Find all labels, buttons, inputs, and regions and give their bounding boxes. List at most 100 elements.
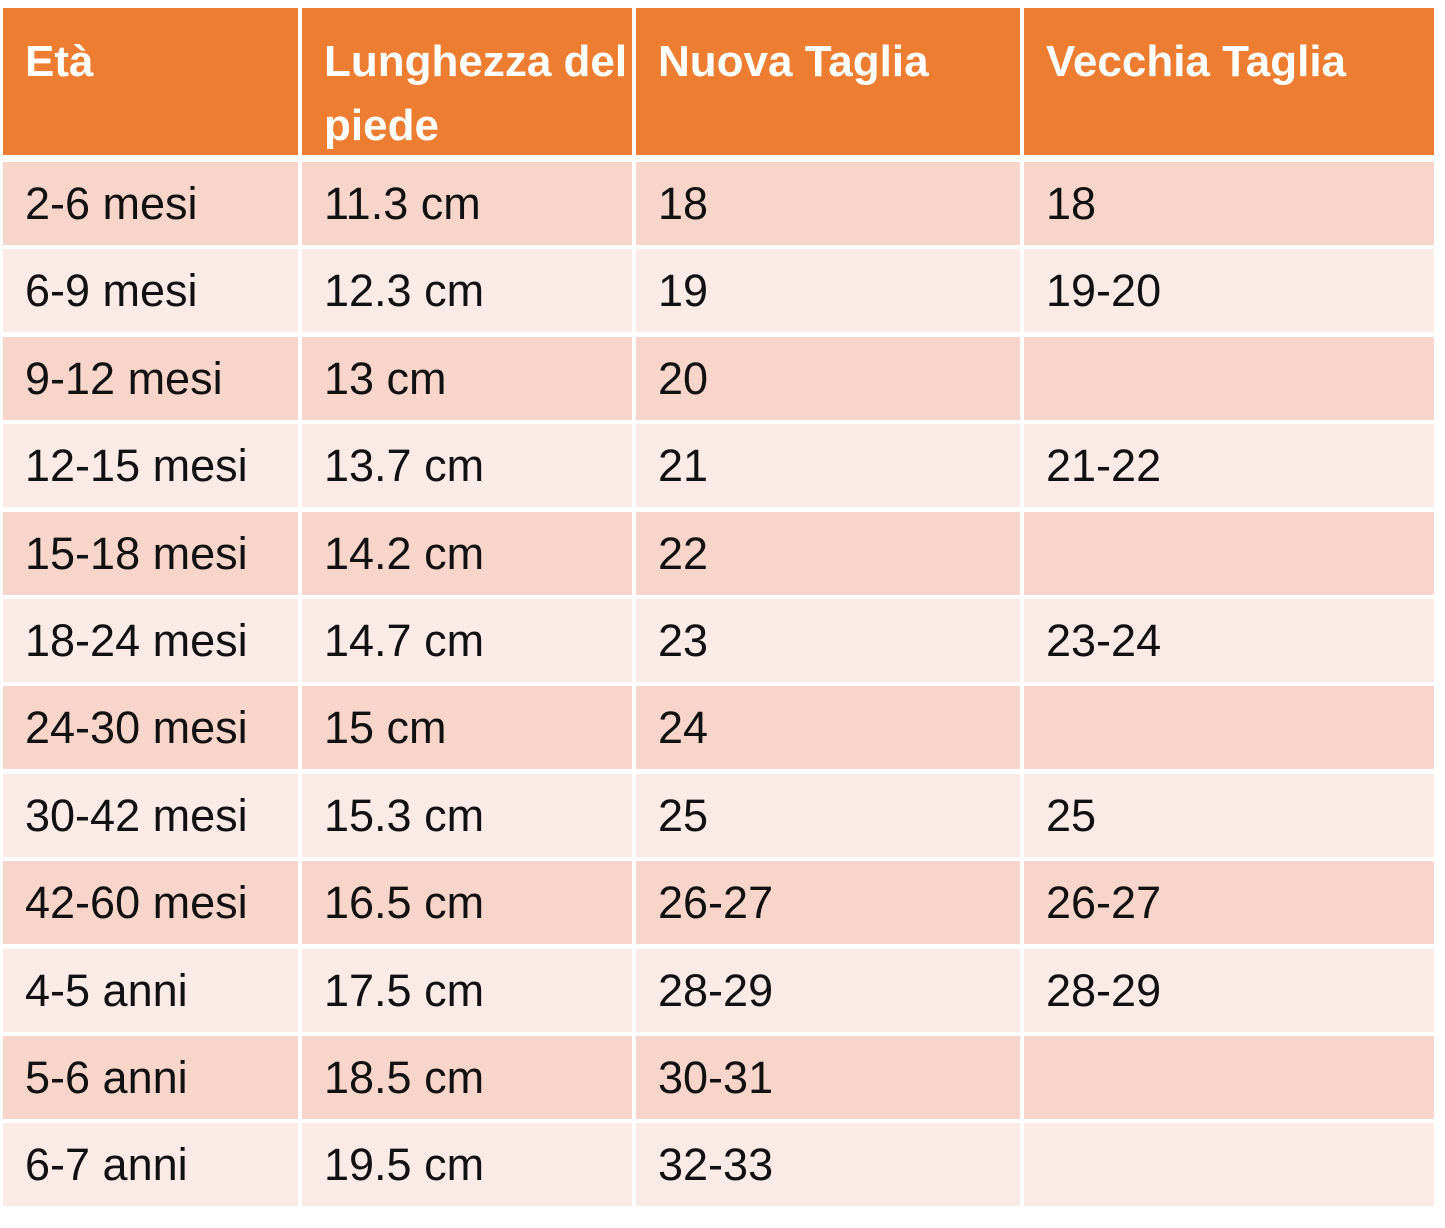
table-cell: 18-24 mesi bbox=[3, 599, 298, 682]
cell-text: 19 bbox=[658, 264, 709, 316]
cell-text: 6-9 mesi bbox=[25, 264, 198, 316]
cell-text: 17.5 cm bbox=[324, 964, 485, 1016]
table-cell: 14.2 cm bbox=[302, 512, 632, 595]
header-cell: Nuova Taglia bbox=[636, 8, 1020, 155]
cell-text: 26-27 bbox=[1046, 876, 1162, 928]
table-cell: 15-18 mesi bbox=[3, 512, 298, 595]
cell-text: 32-33 bbox=[658, 1138, 774, 1190]
table-cell: 4-5 anni bbox=[3, 949, 298, 1032]
cell-text: 42-60 mesi bbox=[25, 876, 248, 928]
table-cell: 23-24 bbox=[1024, 599, 1434, 682]
table-cell: 9-12 mesi bbox=[3, 337, 298, 420]
cell-text: 24 bbox=[658, 701, 709, 753]
cell-text: 12-15 mesi bbox=[25, 439, 248, 491]
table-cell: 19 bbox=[636, 249, 1020, 332]
cell-text: 15-18 mesi bbox=[25, 527, 248, 579]
cell-text: 9-12 mesi bbox=[25, 352, 223, 404]
table-cell: 23 bbox=[636, 599, 1020, 682]
table-cell: 26-27 bbox=[636, 861, 1020, 944]
cell-text: 26-27 bbox=[658, 876, 774, 928]
cell-text: 6-7 anni bbox=[25, 1138, 188, 1190]
table-cell: 25 bbox=[636, 774, 1020, 857]
table-cell: 18 bbox=[1024, 162, 1434, 245]
table-cell: 18 bbox=[636, 162, 1020, 245]
table-cell: 13.7 cm bbox=[302, 424, 632, 507]
cell-text: 18.5 cm bbox=[324, 1051, 485, 1103]
cell-text: 15 cm bbox=[324, 701, 447, 753]
header-cell: Vecchia Taglia bbox=[1024, 8, 1434, 155]
cell-text: Nuova Taglia bbox=[658, 37, 929, 86]
cell-text: 18-24 mesi bbox=[25, 614, 248, 666]
header-cell: Età bbox=[3, 8, 298, 155]
header-cell: Lunghezza del piede bbox=[302, 8, 632, 155]
table-cell: 24 bbox=[636, 686, 1020, 769]
cell-text: 11.3 cm bbox=[324, 177, 481, 229]
cell-text: 13.7 cm bbox=[324, 439, 485, 491]
table-cell bbox=[1024, 512, 1434, 595]
table-cell bbox=[1024, 1036, 1434, 1119]
cell-text: 28-29 bbox=[1046, 964, 1162, 1016]
cell-text: Età bbox=[25, 37, 94, 86]
table-cell: 22 bbox=[636, 512, 1020, 595]
table-cell: 25 bbox=[1024, 774, 1434, 857]
cell-text: 4-5 anni bbox=[25, 964, 188, 1016]
table-cell: 6-7 anni bbox=[3, 1123, 298, 1206]
table-cell: 13 cm bbox=[302, 337, 632, 420]
table-cell: 19.5 cm bbox=[302, 1123, 632, 1206]
cell-text: 21 bbox=[658, 439, 709, 491]
cell-text: 12.3 cm bbox=[324, 264, 485, 316]
table-cell: 32-33 bbox=[636, 1123, 1020, 1206]
table-cell: 21 bbox=[636, 424, 1020, 507]
cell-text: 25 bbox=[1046, 789, 1097, 841]
table-cell: 26-27 bbox=[1024, 861, 1434, 944]
cell-text: 30-42 mesi bbox=[25, 789, 248, 841]
table-cell: 11.3 cm bbox=[302, 162, 632, 245]
cell-text: 19-20 bbox=[1046, 264, 1162, 316]
table-cell: 6-9 mesi bbox=[3, 249, 298, 332]
cell-text: 19.5 cm bbox=[324, 1138, 485, 1190]
cell-text: 21-22 bbox=[1046, 439, 1162, 491]
table-cell: 42-60 mesi bbox=[3, 861, 298, 944]
table-cell: 15.3 cm bbox=[302, 774, 632, 857]
cell-text: Lunghezza del piede bbox=[324, 37, 628, 150]
cell-text: 22 bbox=[658, 527, 709, 579]
cell-text: Vecchia Taglia bbox=[1046, 37, 1347, 86]
table-cell: 12-15 mesi bbox=[3, 424, 298, 507]
cell-text: 2-6 mesi bbox=[25, 177, 198, 229]
table-cell: 15 cm bbox=[302, 686, 632, 769]
cell-text: 23 bbox=[658, 614, 709, 666]
table-cell: 28-29 bbox=[636, 949, 1020, 1032]
table-cell: 2-6 mesi bbox=[3, 162, 298, 245]
table-cell bbox=[1024, 686, 1434, 769]
table-cell bbox=[1024, 337, 1434, 420]
table-cell: 5-6 anni bbox=[3, 1036, 298, 1119]
table-cell: 24-30 mesi bbox=[3, 686, 298, 769]
cell-text: 5-6 anni bbox=[25, 1051, 188, 1103]
cell-text: 18 bbox=[658, 177, 709, 229]
table-cell: 12.3 cm bbox=[302, 249, 632, 332]
cell-text: 28-29 bbox=[658, 964, 774, 1016]
cell-text: 30-31 bbox=[658, 1051, 774, 1103]
table-cell: 16.5 cm bbox=[302, 861, 632, 944]
table-cell: 19-20 bbox=[1024, 249, 1434, 332]
table-cell: 17.5 cm bbox=[302, 949, 632, 1032]
cell-text: 24-30 mesi bbox=[25, 701, 248, 753]
table-cell: 28-29 bbox=[1024, 949, 1434, 1032]
table-cell bbox=[1024, 1123, 1434, 1206]
cell-text: 25 bbox=[658, 789, 709, 841]
table-cell: 18.5 cm bbox=[302, 1036, 632, 1119]
table-cell: 14.7 cm bbox=[302, 599, 632, 682]
cell-text: 15.3 cm bbox=[324, 789, 485, 841]
table-cell: 21-22 bbox=[1024, 424, 1434, 507]
cell-text: 14.7 cm bbox=[324, 614, 485, 666]
cell-text: 13 cm bbox=[324, 352, 447, 404]
cell-text: 20 bbox=[658, 352, 709, 404]
cell-text: 23-24 bbox=[1046, 614, 1162, 666]
table-cell: 30-42 mesi bbox=[3, 774, 298, 857]
cell-text: 14.2 cm bbox=[324, 527, 485, 579]
cell-text: 18 bbox=[1046, 177, 1097, 229]
table-cell: 20 bbox=[636, 337, 1020, 420]
cell-text: 16.5 cm bbox=[324, 876, 485, 928]
table-cell: 30-31 bbox=[636, 1036, 1020, 1119]
